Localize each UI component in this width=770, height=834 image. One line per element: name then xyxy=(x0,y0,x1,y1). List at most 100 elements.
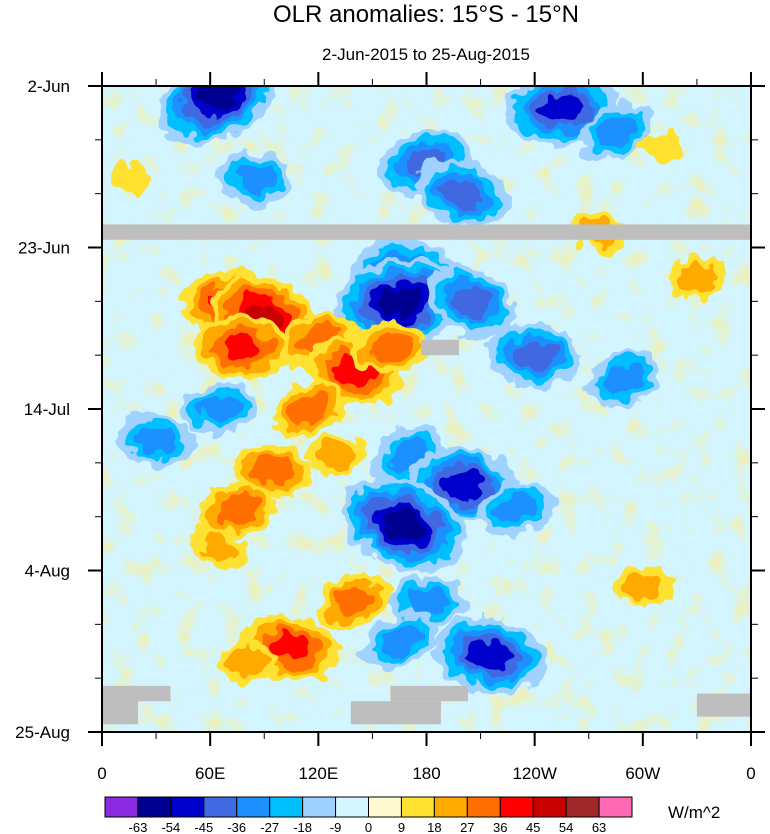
colorbar-swatch xyxy=(104,796,139,818)
anomaly-contour xyxy=(496,494,538,524)
colorbar-label: -54 xyxy=(161,820,180,834)
colorbar-label: 54 xyxy=(559,820,573,834)
y-tick-label: 23-Jun xyxy=(18,239,70,258)
missing-data-layer xyxy=(102,224,751,725)
anomaly-contour xyxy=(334,585,375,617)
colorbar-swatch xyxy=(137,796,172,818)
anomaly-contour xyxy=(378,287,421,316)
colorbar-label: 0 xyxy=(365,820,372,834)
colorbar-label: 45 xyxy=(526,820,540,834)
colorbar-swatch xyxy=(203,796,238,818)
x-tick-label: 0 xyxy=(97,764,106,783)
anomaly-feature xyxy=(478,481,555,537)
anomaly-feature xyxy=(416,159,509,229)
colorbar-label: 36 xyxy=(493,820,507,834)
anomaly-feature xyxy=(306,435,367,476)
anomaly-contour xyxy=(252,456,295,485)
colorbar: -63 -54 -45 -36 -27 -18 -9 0 9 18 27 36 45 54 63 xyxy=(104,796,633,834)
anomaly-feature xyxy=(351,321,430,374)
colorbar-label: 18 xyxy=(427,820,441,834)
colorbar-label: -9 xyxy=(330,820,342,834)
colorbar-label: -27 xyxy=(260,820,279,834)
x-tick-label: 60E xyxy=(195,764,225,783)
anomaly-contour xyxy=(198,394,241,424)
anomaly-contour xyxy=(513,341,556,370)
x-tick-label: 120W xyxy=(512,764,556,783)
anomaly-contour xyxy=(540,95,583,124)
anomaly-feature xyxy=(108,163,150,194)
anomaly-contour xyxy=(315,441,358,470)
anomaly-feature xyxy=(180,382,259,436)
anomaly-feature xyxy=(433,615,546,695)
anomaly-feature xyxy=(667,257,727,300)
x-axis: 0 60E 120E 180 120W 60W 0 xyxy=(97,72,756,783)
anomaly-contour xyxy=(270,632,312,662)
anomaly-contour xyxy=(379,624,420,656)
anomaly-contour xyxy=(221,333,264,362)
colorbar-label: -63 xyxy=(129,820,148,834)
colorbar-label: 27 xyxy=(460,820,474,834)
colorbar-label: -36 xyxy=(227,820,246,834)
anomaly-contour xyxy=(382,509,424,540)
colorbar-swatch xyxy=(170,796,205,818)
anomaly-feature xyxy=(198,482,276,536)
anomaly-feature xyxy=(362,611,437,669)
anomaly-contour xyxy=(468,640,511,670)
anomaly-contour xyxy=(621,571,664,600)
y-tick-label: 4-Aug xyxy=(25,562,70,581)
anomaly-feature xyxy=(272,379,346,439)
anomaly-feature xyxy=(157,86,281,145)
missing-data-patch xyxy=(696,693,751,717)
anomaly-feature xyxy=(234,444,312,497)
anomaly-contour xyxy=(369,333,412,362)
anomaly-contour xyxy=(595,116,636,148)
anomaly-contour xyxy=(604,363,646,394)
anomaly-feature xyxy=(426,265,517,337)
colorbar-swatch xyxy=(565,796,600,818)
anomaly-feature xyxy=(334,256,465,347)
colorbar-label: -18 xyxy=(293,820,312,834)
colorbar-swatch xyxy=(532,796,567,818)
anomaly-contour xyxy=(639,133,682,162)
plot-area xyxy=(102,86,751,732)
colorbar-swatch xyxy=(466,796,501,818)
anomaly-contour xyxy=(442,178,483,209)
colorbar-swatch xyxy=(400,796,435,818)
x-tick-label: 120E xyxy=(298,764,338,783)
x-tick-label: 60W xyxy=(625,764,660,783)
colorbar-swatch xyxy=(302,796,337,818)
y-axis: 2-Jun 23-Jun 14-Jul 4-Aug 25-Aug xyxy=(15,77,765,742)
colorbar-label: 63 xyxy=(592,820,606,834)
anomaly-feature xyxy=(612,565,673,606)
missing-data-patch xyxy=(350,701,441,725)
anomaly-contour xyxy=(108,163,150,194)
anomaly-contour xyxy=(234,164,277,193)
y-tick-label: 25-Aug xyxy=(15,723,70,742)
colorbar-swatch xyxy=(269,796,304,818)
colorbar-label: -45 xyxy=(194,820,213,834)
anomaly-feature xyxy=(486,323,583,388)
colorbar-unit: W/m^2 xyxy=(668,803,720,822)
missing-data-patch xyxy=(129,685,171,702)
anomaly-layer xyxy=(108,86,727,695)
anomaly-contour xyxy=(405,587,448,616)
anomaly-feature xyxy=(639,133,682,162)
y-tick-label: 14-Jul xyxy=(24,400,70,419)
chart-title: OLR anomalies: 15°S - 15°N xyxy=(273,1,579,28)
anomaly-contour xyxy=(199,86,239,110)
colorbar-swatch xyxy=(368,796,402,818)
colorbar-swatch xyxy=(335,796,369,818)
anomaly-contour xyxy=(676,263,718,294)
anomaly-feature xyxy=(194,315,291,380)
colorbar-swatch xyxy=(433,796,468,818)
anomaly-feature xyxy=(339,476,467,573)
anomaly-feature xyxy=(216,152,295,205)
chart-subtitle: 2-Jun-2015 to 25-Aug-2015 xyxy=(322,45,530,64)
anomaly-feature xyxy=(118,412,195,468)
anomaly-feature xyxy=(216,642,277,684)
anomaly-contour xyxy=(225,648,268,677)
anomaly-feature xyxy=(317,572,392,630)
missing-data-patch xyxy=(390,685,468,702)
anomaly-contour xyxy=(135,425,177,455)
